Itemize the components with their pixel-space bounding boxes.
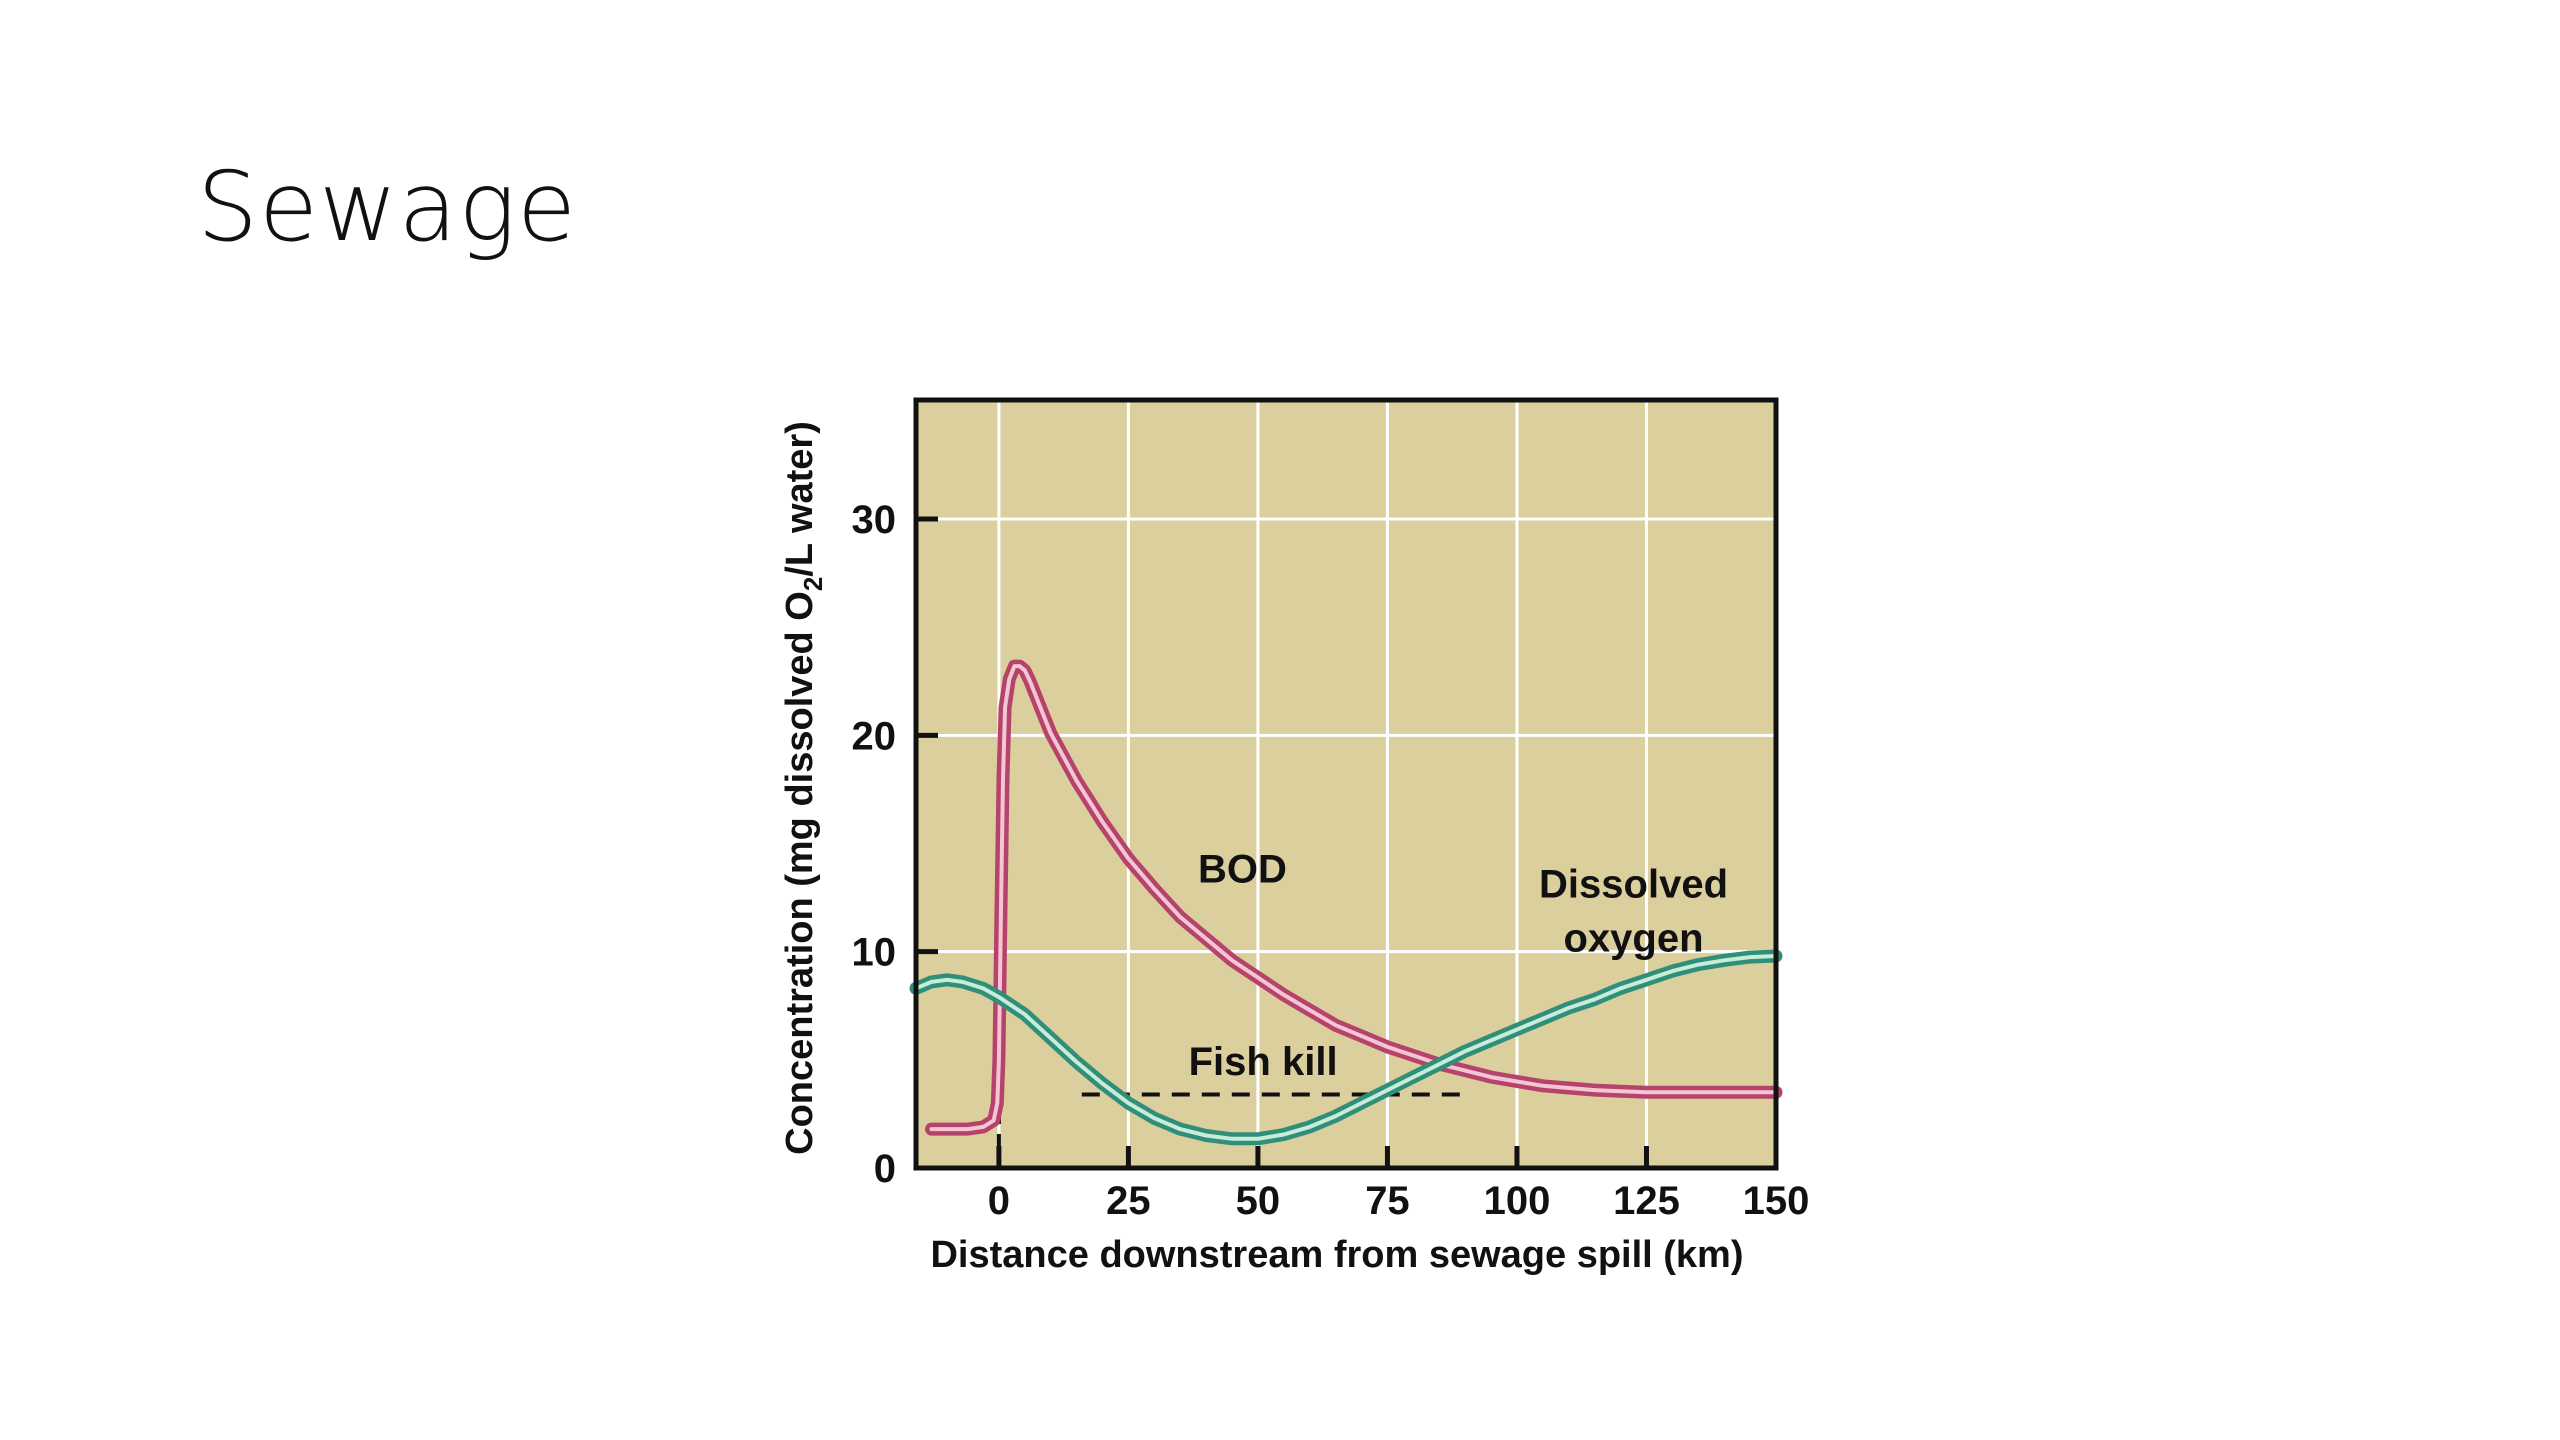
series-label-line: BOD	[1198, 847, 1287, 891]
y-tick-label: 20	[852, 714, 897, 758]
y-axis-title: Concentration (mg dissolved O2/L water)	[779, 421, 828, 1155]
x-tick-label: 0	[988, 1179, 1010, 1223]
series-label-line: Dissolved	[1539, 863, 1728, 907]
series-line-highlight-bod	[929, 664, 1778, 1132]
x-tick-label: 150	[1743, 1179, 1810, 1223]
fish-kill-label: Fish kill	[1189, 1040, 1338, 1084]
x-tick-label: 125	[1613, 1179, 1680, 1223]
y-axis-title-part2: /L water)	[779, 421, 821, 577]
x-tick-label: 50	[1236, 1179, 1281, 1223]
series-line-highlight-dissolved-oxygen	[914, 954, 1778, 1141]
slide-title: Sewage	[197, 151, 578, 263]
axis-ticks: 0 25 50 75 100 125 150 0 10 20 30	[852, 498, 1810, 1223]
y-axis-title-subscript: 2	[798, 577, 828, 591]
series-group	[909, 659, 1783, 1146]
y-tick-label: 30	[852, 498, 897, 542]
y-tick-label: 10	[852, 931, 897, 975]
series-label-bod: BOD	[1198, 847, 1287, 891]
x-axis-title: Distance downstream from sewage spill (k…	[930, 1234, 1743, 1276]
series-label-dissolved-oxygen: Dissolved oxygen	[1539, 863, 1728, 961]
y-tick-label: 0	[874, 1147, 896, 1191]
x-tick-label: 100	[1484, 1179, 1551, 1223]
series-labels: BOD Dissolved oxygen	[1198, 847, 1728, 960]
x-tick-label: 25	[1106, 1179, 1151, 1223]
y-axis-title-part1: Concentration (mg dissolved O	[779, 591, 821, 1155]
annotations: Fish kill	[1081, 1040, 1460, 1097]
x-tick-label: 75	[1365, 1179, 1410, 1223]
plot-frame	[913, 397, 1779, 1171]
series-label-line: oxygen	[1564, 917, 1704, 961]
